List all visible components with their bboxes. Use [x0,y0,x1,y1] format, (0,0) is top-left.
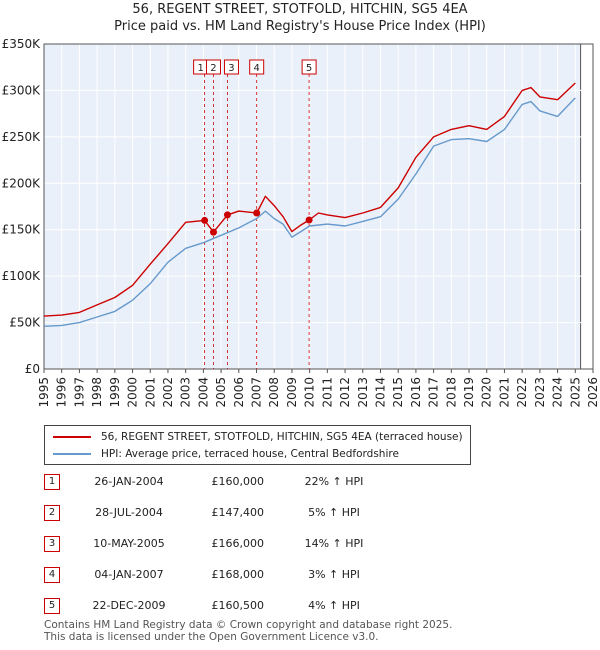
x-tick-label: 2002 [161,377,175,408]
x-tick-label: 1998 [90,377,104,408]
x-tick-label: 1995 [37,377,51,408]
x-tick-label: 2011 [320,377,334,408]
sale-label-number: 2 [210,63,216,74]
legend-swatch-property [53,436,91,438]
sale-number-badge: 2 [44,505,60,521]
attribution-footer: Contains HM Land Registry data © Crown c… [44,619,452,643]
sale-number-badge: 4 [44,567,60,583]
sale-date: 26-JAN-2004 [94,475,164,488]
x-tick-label: 2023 [533,377,547,408]
sale-price: £160,000 [211,475,265,488]
y-tick-label: £300K [2,83,42,97]
x-tick-label: 2008 [267,377,281,408]
x-tick-label: 2009 [285,377,299,408]
sale-label-box [249,59,265,75]
chart-title-line2: Price paid vs. HM Land Registry's House … [114,19,486,34]
sale-hpi-diff: 14% ↑ HPI [304,537,364,550]
y-tick-label: £150K [2,223,42,237]
x-tick-label: 2018 [444,377,458,408]
y-tick-label: £100K [2,269,42,283]
x-tick-label: 2015 [391,377,405,408]
x-tick-label: 2021 [497,377,511,408]
chart-title-line1: 56, REGENT STREET, STOTFOLD, HITCHIN, SG… [132,2,468,17]
x-tick-label: 2022 [515,377,529,408]
sale-label-box [205,59,221,75]
x-tick-label: 2012 [338,377,352,408]
sale-number-badge: 5 [44,598,60,614]
sale-hpi-diff: 3% ↑ HPI [308,568,360,581]
sale-price: £147,400 [211,506,265,519]
y-tick-label: £200K [2,176,42,190]
plot-frame [43,43,594,370]
x-tick-label: 1997 [72,377,86,408]
x-tick-label: 2024 [551,377,565,408]
sale-label-number: 5 [306,63,312,74]
legend-item-hpi: HPI: Average price, terraced house, Cent… [53,446,399,462]
x-tick-label: 2003 [179,377,193,408]
plot-background [44,44,593,369]
sale-label-box [301,59,317,75]
x-tick-label: 2016 [409,377,423,408]
x-tick-label: 2026 [586,377,600,408]
legend-label-hpi: HPI: Average price, terraced house, Cent… [101,448,399,460]
sale-label-number: 3 [228,63,234,74]
chart-legend: 56, REGENT STREET, STOTFOLD, HITCHIN, SG… [44,425,471,465]
sale-row: 2 28-JUL-2004 £147,400 5% ↑ HPI [44,503,424,523]
sale-point [209,228,217,236]
x-tick-label: 1999 [108,377,122,408]
shaded-region [580,44,593,369]
sale-price: £168,000 [211,568,265,581]
y-tick-label: £250K [2,130,42,144]
legend-label-property: 56, REGENT STREET, STOTFOLD, HITCHIN, SG… [101,431,463,443]
sale-point [305,216,313,224]
x-tick-label: 1996 [55,377,69,408]
sale-row: 5 22-DEC-2009 £160,500 4% ↑ HPI [44,596,424,616]
sale-date: 04-JAN-2007 [94,568,164,581]
x-tick-label: 2014 [373,377,387,408]
x-tick-label: 2025 [568,377,582,408]
y-tick-label: £350K [2,37,42,51]
sale-date: 28-JUL-2004 [95,506,163,519]
sale-number-badge: 1 [44,474,60,490]
x-tick-label: 2001 [143,377,157,408]
x-tick-label: 2000 [126,377,140,408]
x-tick-label: 2006 [232,377,246,408]
sale-price: £160,500 [211,599,265,612]
x-tick-label: 2013 [356,377,370,408]
sale-date: 10-MAY-2005 [93,537,165,550]
sale-hpi-diff: 5% ↑ HPI [308,506,360,519]
sale-point [253,209,261,217]
x-tick-label: 2005 [214,377,228,408]
x-tick-label: 2017 [427,377,441,408]
x-tick-label: 2010 [303,377,317,408]
sale-label-box [223,59,239,75]
y-tick-label: £0 [25,362,40,376]
legend-item-property: 56, REGENT STREET, STOTFOLD, HITCHIN, SG… [53,429,463,445]
sale-point [223,211,231,219]
sale-date: 22-DEC-2009 [92,599,166,612]
sale-row: 3 10-MAY-2005 £166,000 14% ↑ HPI [44,534,424,554]
price-chart: £0 £50K £100K £150K £200K £250K £300K £350K 1995… [2,37,600,408]
sale-hpi-diff: 22% ↑ HPI [304,475,364,488]
y-tick-label: £50K [9,316,41,330]
sale-point [201,216,209,224]
legend-swatch-hpi [53,453,91,455]
sale-row: 4 04-JAN-2007 £168,000 3% ↑ HPI [44,565,424,585]
x-tick-label: 2020 [480,377,494,408]
x-tick-label: 2007 [250,377,264,408]
attribution-line1: Contains HM Land Registry data © Crown c… [44,619,453,631]
sale-price: £166,000 [211,537,265,550]
sale-hpi-diff: 4% ↑ HPI [308,599,360,612]
sale-row: 1 26-JAN-2004 £160,000 22% ↑ HPI [44,472,424,492]
attribution-line2: This data is licensed under the Open Gov… [44,631,379,643]
sale-label-number: 1 [197,63,203,74]
sale-label-number: 4 [254,63,260,74]
x-tick-label: 2004 [196,377,210,408]
x-tick-label: 2019 [462,377,476,408]
series-line-hpi [43,97,576,327]
sale-number-badge: 3 [44,536,60,552]
series-line-property [43,82,576,317]
